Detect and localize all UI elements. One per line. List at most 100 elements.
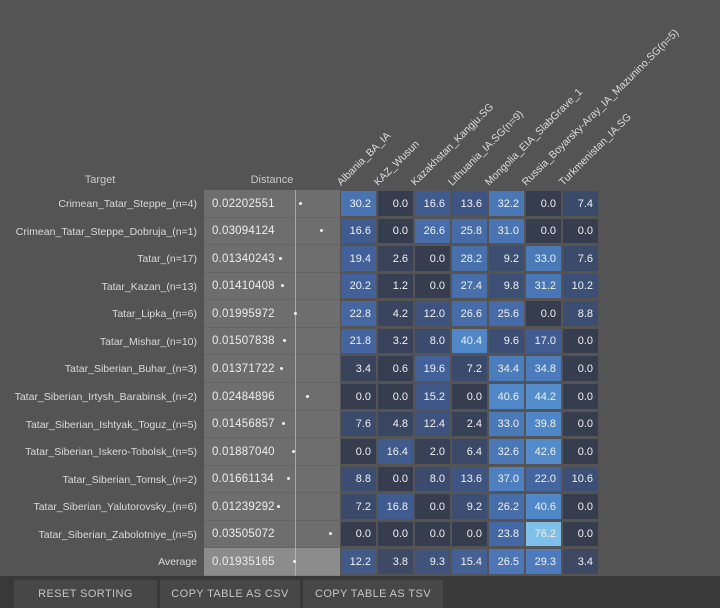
distance-dot — [282, 422, 285, 425]
heatmap-cell: 3.2 — [378, 329, 413, 353]
distance-dot — [293, 559, 296, 563]
distance-dot — [280, 366, 283, 370]
heatmap-cell: 25.6 — [489, 301, 524, 326]
copy-table-tsv-button[interactable]: COPY TABLE AS TSV — [303, 580, 443, 608]
heatmap-cell: 0.0 — [563, 522, 598, 546]
copy-table-csv-button[interactable]: COPY TABLE AS CSV — [160, 580, 300, 608]
heatmap-cell: 2.6 — [378, 246, 413, 271]
heatmap-cell: 9.6 — [489, 329, 524, 353]
heatmap-cell: 20.2 — [341, 274, 376, 298]
heatmap-cell: 0.0 — [563, 219, 598, 243]
heatmap-cell: 16.4 — [378, 439, 413, 464]
heatmap-cell: 2.0 — [415, 439, 450, 464]
distance-value: 0.01995972 — [212, 307, 275, 320]
distance-gridline — [295, 190, 296, 576]
table-row: Crimean_Tatar_Steppe_Dobruja_(n=1) 0.0309… — [0, 218, 720, 245]
distance-value: 0.02484896 — [212, 390, 275, 403]
heatmap-cell: 16.6 — [341, 219, 376, 243]
row-target-label: Tatar_Mishar_(n=10) — [99, 335, 197, 348]
heatmap-cell: 8.8 — [341, 467, 376, 491]
distance-value: 0.01239292 — [212, 500, 275, 513]
heatmap-cell: 6.4 — [452, 439, 487, 464]
reset-sorting-button[interactable]: RESET SORTING — [14, 580, 157, 608]
heatmap-cell: 9.2 — [452, 494, 487, 519]
heatmap-cell: 16.6 — [415, 191, 450, 216]
heatmap-cell: 0.0 — [378, 384, 413, 409]
heatmap-cell: 4.2 — [378, 301, 413, 326]
distance-dot — [283, 339, 286, 342]
heatmap-cell: 0.0 — [563, 439, 598, 464]
distance-cell: 0.01239292 — [204, 493, 340, 521]
distance-dot — [306, 394, 309, 398]
distance-value: 0.03505072 — [212, 528, 275, 540]
heatmap-cell: 7.6 — [563, 246, 598, 271]
heatmap-cell: 26.5 — [489, 549, 524, 574]
distance-dot — [287, 477, 290, 480]
heatmap-cell: 0.0 — [415, 246, 450, 271]
heatmap-cell: 23.8 — [489, 522, 524, 546]
heatmap-cell: 3.4 — [341, 356, 376, 381]
distance-cell: 0.01935165 — [204, 548, 340, 576]
heatmap-cell: 76.2 — [526, 522, 561, 546]
distance-value: 0.01410408 — [212, 280, 275, 292]
distance-dot — [329, 532, 332, 535]
table-row: Tatar_Kazan_(n=13) 0.01410408 20.2 1.2 0.0 27… — [0, 273, 720, 300]
distance-cell: 0.01340243 — [204, 245, 340, 273]
row-target-label: Tatar_Kazan_(n=13) — [101, 280, 197, 293]
heatmap-cell: 0.0 — [563, 412, 598, 436]
distance-dot — [292, 449, 295, 453]
heatmap-cell: 0.0 — [378, 191, 413, 216]
heatmap-cell: 7.2 — [341, 494, 376, 519]
table-row: Tatar_Siberian_Zabolotniye_(n=5) 0.035050… — [0, 521, 720, 548]
heatmap-cell: 26.6 — [452, 301, 487, 326]
heatmap-cell: 0.0 — [563, 329, 598, 353]
distance-value: 0.01371722 — [212, 362, 275, 375]
heatmap-cell: 0.0 — [563, 384, 598, 409]
table-row: Tatar_Siberian_Buhar_(n=3) 0.01371722 3.4 0… — [0, 355, 720, 383]
table-row: Tatar_Siberian_Ishtyak_Toguz_(n=5) 0.0145… — [0, 411, 720, 438]
heatmap-cell: 0.0 — [341, 384, 376, 409]
heatmap-cell: 12.0 — [415, 301, 450, 326]
distance-cell: 0.01456857 — [204, 411, 340, 438]
heatmap-cell: 2.4 — [452, 412, 487, 436]
distance-column-header[interactable]: Distance — [250, 174, 294, 186]
distance-dot — [320, 229, 323, 232]
column-header[interactable]: Russia_Boyarsky-Aray_IA_Mazunino.SG(n=5) — [519, 26, 682, 189]
heatmap-cell: 7.4 — [563, 191, 598, 216]
heatmap-cell: 37.0 — [489, 467, 524, 491]
table-row: Tatar_Lipka_(n=6) 0.01995972 22.8 4.2 12.0 26… — [0, 300, 720, 328]
heatmap-cell: 16.8 — [378, 494, 413, 519]
table-row: Average 0.01935165 12.2 3.8 9.3 15.4 26.5 29.3 3… — [0, 548, 720, 576]
heatmap-cell: 10.6 — [563, 467, 598, 491]
distance-cell: 0.01887040 — [204, 438, 340, 466]
table-row: Crimean_Tatar_Steppe_(n=4) 0.02202551 30.2… — [0, 190, 720, 218]
distance-value: 0.01456857 — [212, 418, 275, 430]
heatmap-cell: 15.2 — [415, 384, 450, 409]
heatmap-cell: 29.3 — [526, 549, 561, 574]
heatmap-cell: 33.0 — [489, 412, 524, 436]
footer-bar: RESET SORTING COPY TABLE AS CSV COPY TAB… — [0, 576, 720, 608]
heatmap-cell: 33.0 — [526, 246, 561, 271]
heatmap-cell: 22.8 — [341, 301, 376, 326]
distance-cell: 0.02202551 — [204, 190, 340, 218]
heatmap-cell: 21.8 — [341, 329, 376, 353]
heatmap-cell: 40.6 — [489, 384, 524, 409]
target-column-header[interactable]: Target — [84, 174, 116, 186]
distance-cell: 0.03094124 — [204, 218, 340, 245]
table-row: Tatar_Siberian_Tomsk_(n=2) 0.01661134 8.8 0… — [0, 466, 720, 493]
heatmap-cell: 9.2 — [489, 246, 524, 271]
distance-cell: 0.01661134 — [204, 466, 340, 493]
heatmap-cell: 0.0 — [526, 191, 561, 216]
heatmap-cell: 9.8 — [489, 274, 524, 298]
heatmap-cell: 31.0 — [489, 219, 524, 243]
distance-dot — [279, 256, 282, 260]
heatmap-cell: 34.4 — [489, 356, 524, 381]
heatmap-cell: 0.0 — [415, 522, 450, 546]
heatmap-cell: 0.0 — [378, 219, 413, 243]
heatmap-cell: 22.0 — [526, 467, 561, 491]
heatmap-cell: 13.6 — [452, 467, 487, 491]
row-target-label: Average — [158, 556, 197, 568]
heatmap-cell: 0.0 — [378, 467, 413, 491]
heatmap-cell: 8.0 — [415, 329, 450, 353]
heatmap-cell: 0.0 — [526, 219, 561, 243]
